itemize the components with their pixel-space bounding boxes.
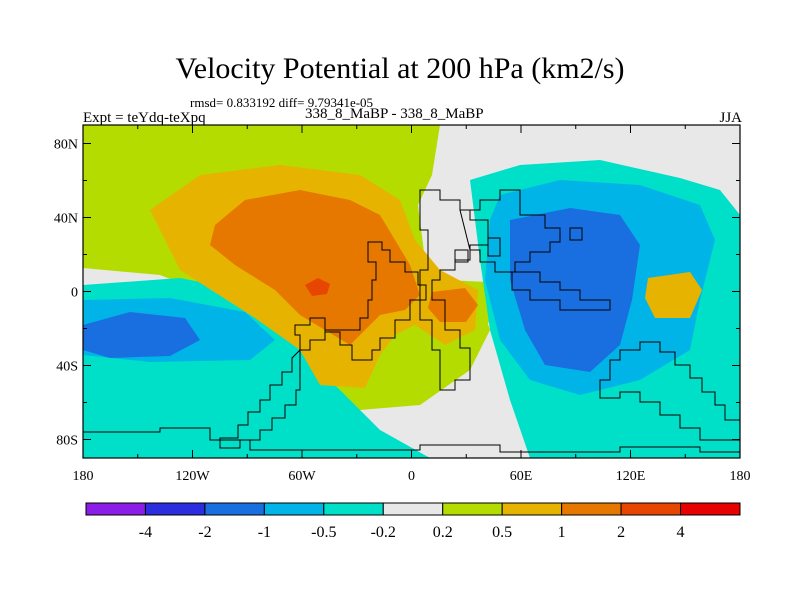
- colorbar-level-label: -0.5: [311, 524, 336, 541]
- colorbar-swatch: [442, 502, 503, 516]
- x-tick-label: 120E: [616, 469, 646, 484]
- coastline-americas: [294, 241, 427, 361]
- coastline-islands: [454, 227, 583, 263]
- colorbar-swatch: [85, 502, 146, 516]
- y-tick-label: 0: [71, 286, 78, 301]
- coastline-south-america: [219, 348, 301, 449]
- y-tick-label: 80S: [56, 434, 78, 449]
- coastline-south-asia: [495, 271, 611, 311]
- stats-line: rmsd= 0.833192 diff= 9.79341e-05: [190, 95, 374, 110]
- chart-title: Velocity Potential at 200 hPa (km2/s): [175, 52, 625, 85]
- coastline-australia: [599, 341, 740, 441]
- x-tick-label: 180: [73, 469, 94, 484]
- colorbar-level-label: 0.5: [492, 524, 512, 541]
- colorbar-swatch: [204, 502, 265, 516]
- field-band-1-2: [428, 288, 478, 322]
- colorbar-level-label: -2: [198, 524, 211, 541]
- x-tick-label: 0: [408, 469, 415, 484]
- colorbar-swatch: [501, 502, 563, 516]
- colorbar-level-label: 2: [617, 524, 625, 541]
- y-tick-label: 40S: [56, 360, 78, 375]
- colorbar-swatch: [382, 502, 444, 516]
- y-tick-label: 80N: [54, 138, 78, 153]
- case-label: 338_8_MaBP - 338_8_MaBP: [305, 106, 484, 122]
- colorbar-level-label: -4: [139, 524, 152, 541]
- colorbar-swatch: [620, 502, 682, 516]
- coastline-africa: [419, 189, 489, 391]
- field-band-minus2-minus1: [83, 312, 200, 358]
- field-band-0.5-1: [645, 272, 702, 318]
- colorbar-level-label: -0.2: [371, 524, 396, 541]
- y-tick-label: 40N: [54, 212, 78, 227]
- colorbar-swatch: [561, 502, 622, 516]
- x-tick-label: 60E: [510, 469, 533, 484]
- experiment-label: Expt = teYdq-teXpq: [83, 110, 206, 126]
- coastline-antarctica: [83, 427, 740, 453]
- colorbar-swatch: [323, 502, 384, 516]
- colorbar-swatch: [680, 502, 741, 516]
- colorbar-level-label: 1: [558, 524, 566, 541]
- colorbar-level-label: -1: [258, 524, 271, 541]
- x-tick-label: 120W: [175, 469, 210, 484]
- field-band-2-4: [305, 278, 330, 296]
- x-tick-label: 60W: [288, 469, 316, 484]
- coastline-eurasia: [459, 189, 561, 273]
- colorbar-level-label: 4: [677, 524, 685, 541]
- colorbar-swatch: [144, 502, 206, 516]
- x-tick-label: 180: [730, 469, 751, 484]
- season-label: JJA: [719, 110, 742, 126]
- colorbar-level-label: 0.2: [433, 524, 453, 541]
- colorbar-swatch: [263, 502, 325, 516]
